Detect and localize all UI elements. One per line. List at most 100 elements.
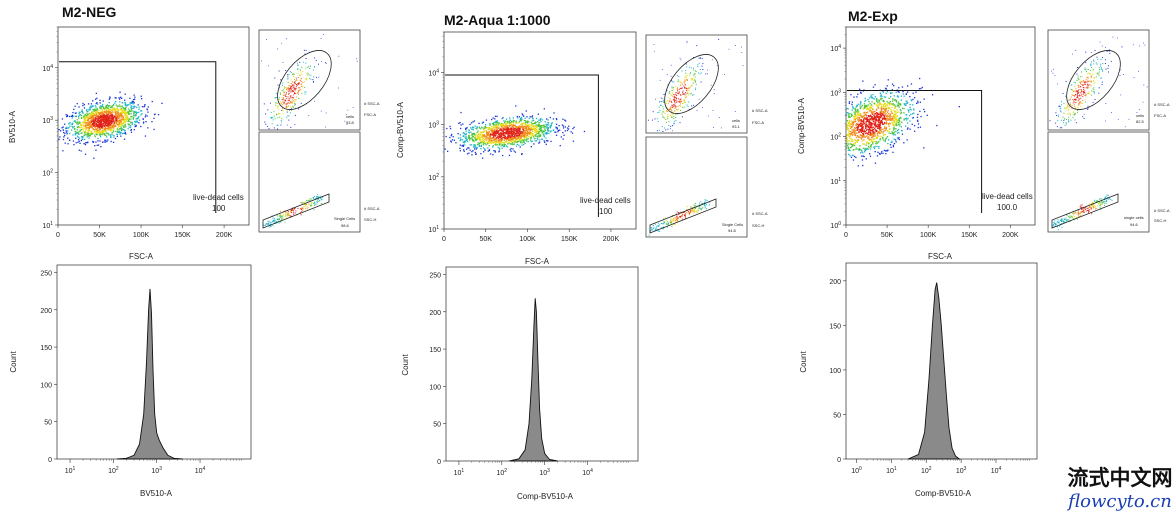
event-dot [133, 115, 135, 117]
event-dot [87, 118, 89, 120]
event-dot [868, 120, 871, 123]
event-dot [63, 131, 65, 134]
event-dot [115, 112, 117, 114]
event-dot [94, 105, 97, 107]
thumb-dot [662, 106, 664, 108]
event-dot [109, 126, 111, 128]
event-dot [112, 121, 114, 123]
event-dot [512, 117, 514, 119]
event-dot [101, 106, 103, 108]
event-dot [113, 119, 115, 122]
event-dot [873, 103, 875, 105]
event-dot [888, 115, 890, 117]
event-dot [495, 142, 498, 144]
event-dot [91, 120, 93, 122]
event-dot [900, 95, 902, 97]
event-dot [478, 142, 481, 145]
event-dot [91, 111, 93, 113]
event-dot [109, 129, 111, 131]
thumb-dot [318, 198, 319, 200]
event-dot [110, 140, 112, 143]
event-dot [486, 137, 488, 139]
event-dot [98, 127, 100, 129]
event-dot [99, 99, 101, 101]
thumb-dot [289, 87, 291, 89]
event-dot [78, 149, 80, 151]
event-dot [517, 132, 519, 134]
event-dot [131, 109, 133, 111]
thumb-dot [696, 45, 698, 47]
event-dot [562, 125, 565, 127]
event-dot [76, 123, 78, 125]
event-dot [901, 107, 904, 109]
thumb-dot [681, 84, 683, 86]
event-dot [890, 110, 893, 112]
event-dot [531, 117, 534, 119]
event-dot [97, 124, 99, 126]
event-dot [530, 124, 532, 126]
event-dot [92, 100, 94, 102]
event-dot [493, 131, 495, 133]
event-dot [519, 131, 521, 133]
event-dot [112, 104, 114, 107]
y-tick-label: 101 [428, 225, 439, 234]
thumb-dot [283, 102, 285, 104]
event-dot [75, 142, 77, 144]
thumb-dot [680, 103, 682, 105]
event-dot [509, 124, 512, 126]
event-dot [534, 130, 536, 132]
event-dot [872, 108, 874, 110]
event-dot [540, 128, 542, 130]
event-dot [99, 132, 101, 134]
event-dot [97, 125, 99, 127]
event-dot [536, 126, 538, 128]
thumb-dot [286, 124, 288, 126]
event-dot [535, 140, 538, 142]
event-dot [478, 136, 481, 139]
event-dot [517, 141, 519, 143]
event-dot [522, 132, 525, 134]
event-dot [903, 118, 905, 120]
event-dot [474, 146, 476, 148]
event-dot [99, 102, 101, 104]
event-dot [859, 148, 861, 151]
thumb-dot [286, 87, 288, 89]
event-dot [886, 100, 888, 103]
event-dot [524, 133, 526, 135]
event-dot [75, 137, 77, 139]
event-dot [869, 153, 871, 155]
event-dot [475, 127, 477, 130]
event-dot [110, 115, 112, 117]
event-dot [531, 134, 534, 136]
event-dot [517, 117, 519, 119]
thumb-dot [673, 115, 675, 117]
event-dot [890, 132, 892, 135]
event-dot [871, 119, 873, 121]
event-dot [141, 106, 144, 108]
event-dot [881, 112, 883, 115]
event-dot [926, 114, 928, 116]
thumb-dot [300, 79, 302, 81]
event-dot [889, 128, 891, 130]
thumb-dot [675, 120, 677, 122]
event-dot [446, 127, 448, 130]
event-dot [482, 157, 484, 159]
event-dot [70, 129, 73, 131]
thumb-dot [309, 68, 311, 69]
event-dot [83, 127, 85, 129]
event-dot [516, 135, 518, 137]
event-dot [81, 109, 83, 111]
event-dot [884, 102, 886, 104]
event-dot [892, 103, 894, 105]
event-dot [120, 119, 123, 121]
event-dot [872, 109, 874, 111]
event-dot [471, 134, 473, 136]
event-dot [503, 139, 505, 141]
event-dot [849, 150, 851, 152]
thumb-dot [261, 60, 262, 62]
event-dot [883, 130, 885, 132]
event-dot [873, 123, 875, 125]
event-dot [888, 106, 890, 108]
event-dot [475, 146, 477, 149]
thumb-dot [286, 103, 288, 105]
